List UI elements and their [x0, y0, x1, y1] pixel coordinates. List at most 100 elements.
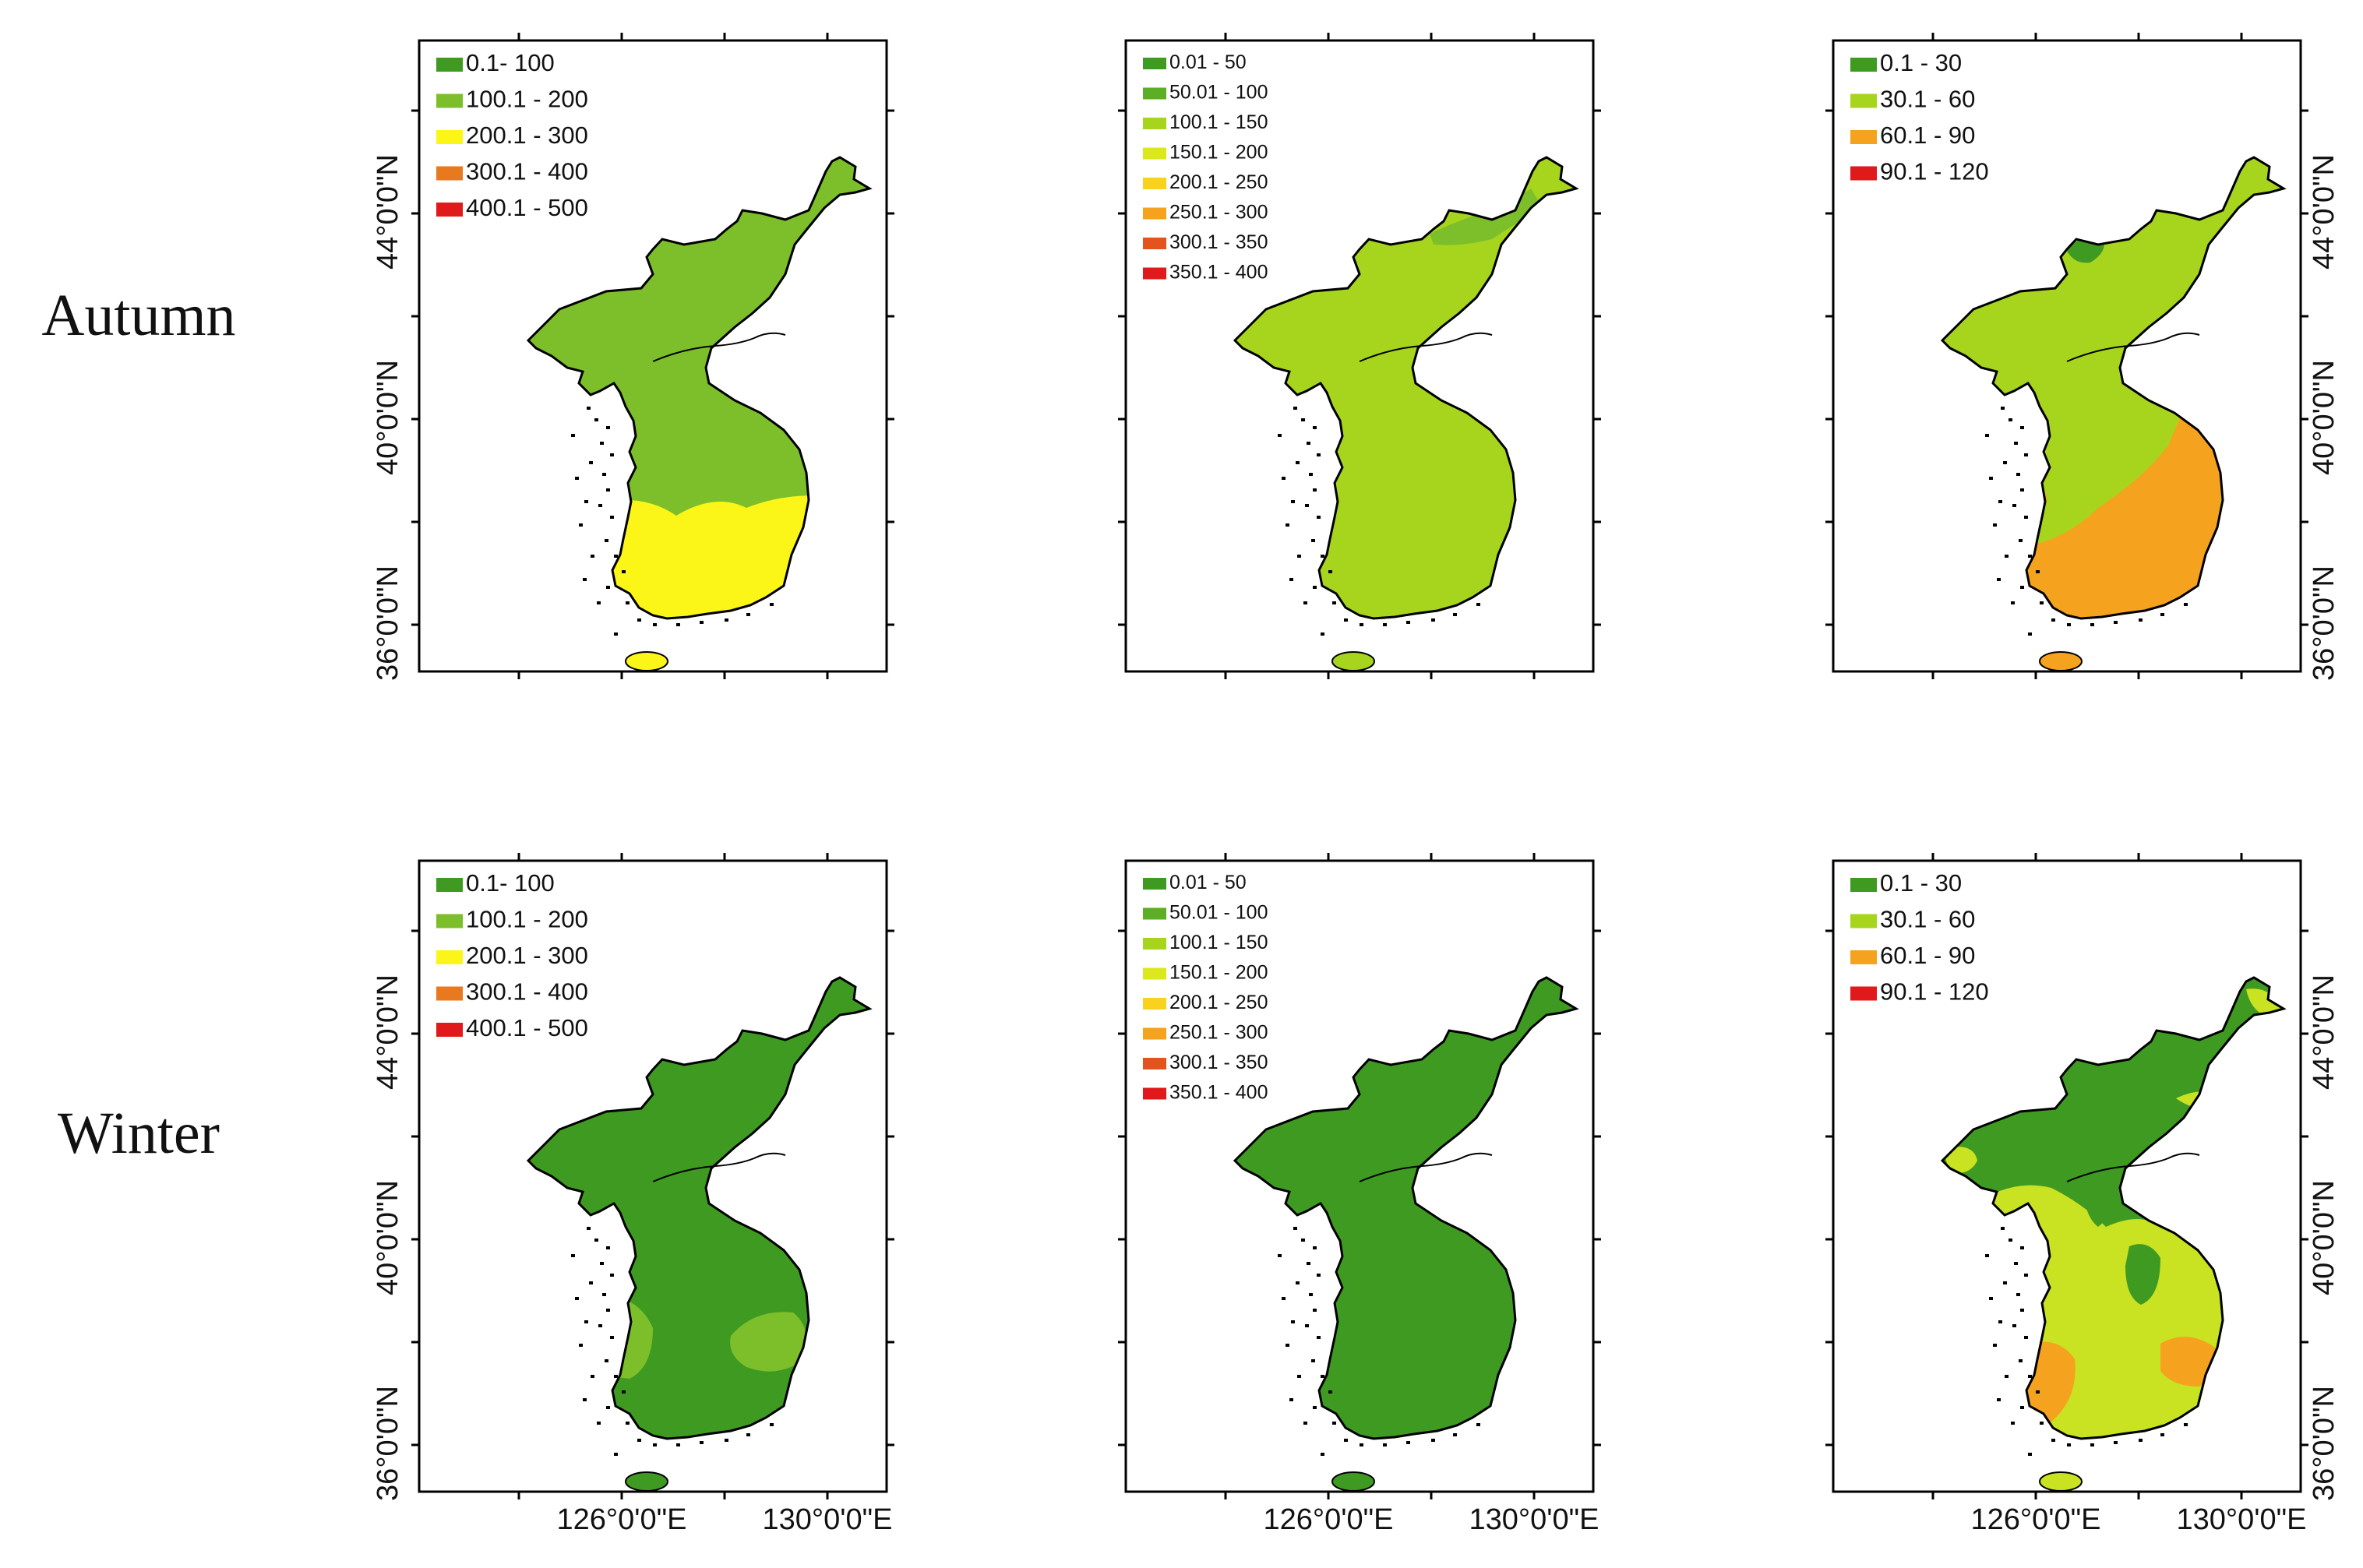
island — [1985, 1254, 1989, 1257]
island — [584, 1320, 588, 1323]
season-label-winter: Winter — [58, 1101, 220, 1166]
island — [597, 1422, 601, 1425]
island — [575, 1297, 579, 1300]
island — [571, 1254, 575, 1257]
legend-winter-c: 0.1 - 30 30.1 - 60 60.1 - 90 90.1 - 120 — [1850, 869, 1989, 1006]
island — [653, 1443, 657, 1446]
island — [2005, 555, 2009, 558]
legend-swatch — [1850, 878, 1877, 892]
island — [2160, 613, 2164, 616]
island — [1476, 603, 1480, 606]
island — [2014, 1262, 2018, 1265]
island — [1997, 578, 2001, 581]
legend-label: 0.1 - 30 — [1880, 49, 1962, 76]
border-line — [1359, 332, 1493, 362]
island — [1313, 426, 1317, 429]
legend-swatch — [1143, 1087, 1166, 1100]
island — [1311, 539, 1315, 542]
lon-label: 126°0'0"E — [1971, 1503, 2101, 1536]
island — [1286, 1344, 1289, 1347]
island — [2024, 453, 2028, 456]
island — [2024, 516, 2028, 519]
island — [1998, 500, 2002, 503]
island — [1989, 1297, 1993, 1300]
island — [2114, 621, 2118, 624]
map-panel-autumn-b: 0.01 - 50 50.01 - 100 100.1 - 150 150.1 - 2… — [1118, 33, 1601, 679]
island — [1293, 1227, 1297, 1230]
lat-label-right: 44°0'0"N — [2308, 974, 2340, 1090]
island — [2016, 473, 2020, 476]
lat-label-right: 40°0'0"N — [2308, 360, 2340, 475]
island — [1360, 623, 1363, 626]
map-panel-winter-a: 0.1- 100 100.1 - 200 200.1 - 300 300.1 - 40… — [411, 853, 894, 1499]
island — [1307, 1262, 1310, 1265]
legend-swatch — [1143, 178, 1166, 189]
legend-swatch — [1850, 58, 1877, 72]
island — [1291, 1320, 1295, 1323]
island — [626, 601, 630, 604]
map-panel-winter-b: 0.01 - 50 50.01 - 100 100.1 - 150 150.1 - 2… — [1118, 853, 1601, 1499]
legend-swatch — [1850, 166, 1877, 181]
island — [1321, 632, 1324, 636]
island — [2028, 1375, 2032, 1378]
island — [2040, 601, 2044, 604]
legend-label: 30.1 - 60 — [1880, 86, 1975, 113]
lat-label-left: 36°0'0"N — [372, 566, 404, 681]
island — [2036, 570, 2040, 573]
legend-swatch — [1143, 207, 1166, 220]
island — [1282, 1297, 1286, 1300]
island — [746, 1433, 750, 1436]
island — [622, 570, 626, 573]
island — [1360, 1443, 1363, 1446]
island — [1305, 1324, 1309, 1327]
legend-label: 0.1- 100 — [466, 49, 555, 76]
island — [622, 1390, 626, 1394]
island — [1997, 1398, 2001, 1401]
island — [1476, 1423, 1480, 1426]
legend-label: 200.1 - 300 — [466, 122, 588, 149]
island — [2009, 1239, 2012, 1242]
legend-label: 200.1 - 250 — [1169, 171, 1268, 193]
island — [2028, 632, 2032, 636]
island — [2114, 1441, 2118, 1444]
island — [746, 613, 750, 616]
island — [2067, 1443, 2071, 1446]
legend-swatch — [1143, 1027, 1166, 1040]
island — [1293, 407, 1297, 410]
island — [2139, 618, 2143, 622]
island — [2011, 1422, 2015, 1425]
legend-swatch — [1143, 1058, 1166, 1069]
island — [1321, 1453, 1324, 1456]
legend-autumn-a: 0.1- 100 100.1 - 200 200.1 - 300 300.1 - 40… — [436, 49, 588, 221]
island — [1317, 516, 1321, 519]
island — [1291, 500, 1295, 503]
legend-swatch — [436, 58, 463, 72]
island — [594, 418, 598, 421]
island — [2001, 407, 2005, 410]
island — [1453, 613, 1457, 616]
island — [1301, 418, 1305, 421]
island — [1282, 477, 1286, 480]
legend-swatch — [436, 1023, 463, 1037]
island — [579, 523, 583, 527]
island — [2011, 601, 2015, 604]
island — [591, 1375, 594, 1378]
border-line — [652, 332, 786, 362]
island — [583, 578, 587, 581]
island — [1406, 1441, 1410, 1444]
map-panel-winter-c: 0.1 - 30 30.1 - 60 60.1 - 90 90.1 - 120 — [1825, 853, 2308, 1499]
island — [1313, 586, 1317, 589]
island — [2051, 1439, 2055, 1442]
island — [1317, 1274, 1321, 1277]
island — [1296, 461, 1300, 464]
island — [1453, 1433, 1457, 1436]
legend-label: 300.1 - 400 — [466, 978, 588, 1006]
legend-winter-a: 0.1- 100 100.1 - 200 200.1 - 300 300.1 - 40… — [436, 869, 588, 1041]
map-panel-autumn-a: 0.1- 100 100.1 - 200 200.1 - 300 300.1 - 40… — [411, 33, 894, 679]
island — [1993, 523, 1997, 527]
island — [598, 504, 602, 507]
island — [1278, 434, 1282, 437]
island — [602, 1293, 606, 1296]
zone-jeju — [1330, 650, 1377, 671]
zone-southeast-patch — [2160, 1337, 2216, 1387]
